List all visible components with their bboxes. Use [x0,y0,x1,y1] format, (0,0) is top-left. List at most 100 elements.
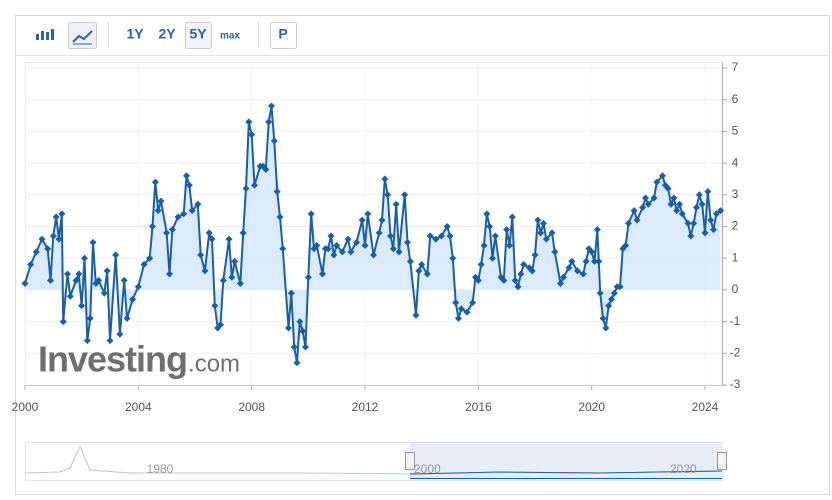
range-button[interactable]: 1Y [126,26,144,42]
marker [344,235,352,243]
range-button[interactable]: max [220,31,240,42]
marker [568,257,576,265]
marker [642,194,649,202]
marker [112,251,120,259]
navigator-selection[interactable] [410,443,722,480]
marker [622,242,630,250]
marker [503,226,511,234]
marker [384,191,392,199]
navigator-handle[interactable] [405,452,415,470]
marker [307,210,315,218]
marker [704,188,712,196]
marker [302,343,309,351]
marker [579,270,587,278]
x-tick-label: 2012 [352,400,379,414]
marker [183,172,190,180]
marker [387,232,394,240]
marker [676,200,683,208]
marker [151,178,159,186]
marker [474,276,482,284]
marker [290,343,298,351]
marker [157,197,165,205]
marker [86,314,94,322]
marker [644,200,652,208]
y-tick-label: 6 [732,92,739,106]
marker [106,337,114,345]
marker [120,276,128,284]
range-button[interactable]: 2Y [158,26,176,42]
marker [83,337,91,345]
marker [443,223,451,230]
plot: -3 -2 -1 0 1 2 3 4 5 6 7 2000 2004 2008 2012 2016 2020 20… [12,60,741,414]
marker [633,216,641,224]
marker [480,242,488,250]
marker [201,267,209,275]
range-button[interactable]: 5Y [189,26,207,42]
marker [217,321,224,329]
marker [333,242,341,250]
marker [517,270,525,278]
marker [166,270,173,278]
marker [616,283,624,291]
marker [21,280,29,288]
marker [225,235,233,243]
y-tick-label: 5 [732,124,739,138]
marker [559,273,567,281]
line-chart-button[interactable] [68,22,97,49]
marker [588,248,596,256]
marker [293,359,301,367]
marker [406,257,414,265]
marker [392,200,400,208]
marker [477,261,485,269]
marker [194,200,202,208]
marker [540,219,547,227]
marker [313,242,321,250]
marker [262,165,270,173]
marker [537,229,545,237]
watermark-suffix: .com [188,350,240,377]
marker [338,248,346,256]
marker [324,245,332,253]
marker [469,299,477,307]
marker [432,235,440,243]
marker [457,305,465,313]
marker [268,102,275,110]
marker [639,203,647,211]
marker [129,295,137,303]
marker [415,267,423,275]
marker [381,175,389,183]
marker [650,194,658,202]
print-button[interactable]: P [278,26,287,42]
x-tick-label: 2016 [465,400,492,414]
x-tick-label: 2008 [238,400,265,414]
y-tick-label: 7 [732,60,739,74]
marker [418,261,426,269]
bar-chart-button[interactable] [36,29,54,40]
marker [375,229,383,237]
marker [599,314,607,322]
x-tick-label: 2020 [578,400,605,414]
watermark-brand: Investing [38,339,187,380]
marker [59,318,67,326]
marker [273,188,281,196]
marker [185,181,193,189]
marker [670,194,678,202]
marker [347,248,355,256]
marker [116,330,124,338]
marker [412,311,420,319]
marker [500,276,508,284]
marker [486,223,494,230]
navigator-handle[interactable] [717,452,727,470]
marker [602,324,610,332]
marker [231,257,239,265]
marker [678,210,686,218]
marker [701,229,709,237]
y-tick-label: -2 [730,345,741,359]
marker [528,267,536,275]
marker [174,213,182,221]
y-tick-label: 3 [732,187,739,201]
marker [659,172,666,180]
area [25,106,721,363]
y-tick-label: 0 [732,282,739,296]
